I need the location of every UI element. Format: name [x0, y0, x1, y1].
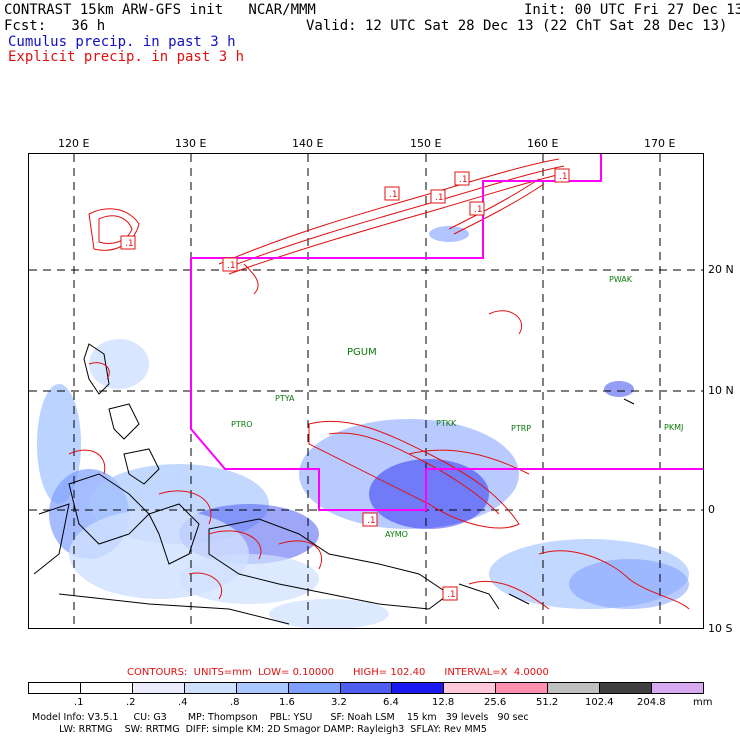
- model-info-line2: LW: RRTMG SW: RRTMG DIFF: simple KM: 2D …: [32, 724, 487, 735]
- colorbar-swatch: [184, 683, 237, 693]
- station-label: PTYA: [275, 394, 295, 403]
- station-label: PTRO: [231, 420, 253, 429]
- lon-label: 170 E: [644, 137, 676, 150]
- contours-info: CONTOURS: UNITS=mm LOW= 0.10000 HIGH= 10…: [127, 667, 549, 678]
- init-time: Init: 00 UTC Fri 27 Dec 13: [524, 2, 740, 18]
- contour-marker: .1: [435, 193, 444, 203]
- colorbar-swatch: [236, 683, 289, 693]
- cumulus-precip-shading: [37, 226, 689, 628]
- colorbar: [28, 682, 704, 694]
- contour-markers: .1 .1 .1 .1 .1 .1 .1 .1 .1: [120, 168, 570, 601]
- contour-marker: .1: [125, 239, 134, 249]
- contour-marker: .1: [559, 172, 568, 182]
- explicit-legend: Explicit precip. in past 3 h: [8, 49, 245, 65]
- cumulus-legend: Cumulus precip. in past 3 h: [8, 34, 236, 50]
- coastlines: [33, 343, 635, 625]
- station-label: PTKK: [436, 419, 457, 428]
- colorbar-swatch: [29, 683, 81, 693]
- station-labels: PWAK PGUM PTYA PTRO PTKK PTRP PKMJ AYMO: [231, 275, 683, 539]
- colorbar-swatch: [600, 683, 653, 693]
- colorbar-label: .8: [230, 697, 240, 708]
- precip-map: .1 .1 .1 .1 .1 .1 .1 .1 .1 PWAK PGUM PTY…: [28, 153, 704, 629]
- colorbar-swatch: [496, 683, 549, 693]
- colorbar-label: 1.6: [279, 697, 295, 708]
- colorbar-label: .4: [178, 697, 188, 708]
- map-canvas: .1 .1 .1 .1 .1 .1 .1 .1 .1 PWAK PGUM PTY…: [29, 154, 703, 628]
- contour-marker: .1: [459, 175, 468, 185]
- colorbar-swatch: [340, 683, 393, 693]
- explicit-precip-contours: [68, 158, 690, 610]
- colorbar-label: 204.8: [637, 697, 666, 708]
- colorbar-label: .2: [126, 697, 136, 708]
- contour-marker: .1: [474, 205, 483, 215]
- lon-label: 160 E: [527, 137, 559, 150]
- colorbar-label: 25.6: [484, 697, 507, 708]
- colorbar-swatch: [548, 683, 601, 693]
- colorbar-swatch: [444, 683, 497, 693]
- lon-label: 130 E: [175, 137, 207, 150]
- colorbar-swatch: [132, 683, 185, 693]
- lat-label: 10 S: [708, 622, 733, 635]
- station-label: PKMJ: [664, 423, 683, 432]
- contour-marker: .1: [367, 516, 376, 526]
- contour-marker: .1: [447, 590, 456, 600]
- title-line: CONTRAST 15km ARW-GFS init NCAR/MMM: [4, 2, 316, 18]
- colorbar-label: 6.4: [383, 697, 399, 708]
- lon-label: 150 E: [410, 137, 442, 150]
- station-label: PGUM: [347, 347, 377, 358]
- colorbar-label: 102.4: [585, 697, 614, 708]
- colorbar-swatch: [652, 683, 703, 693]
- colorbar-swatch: [80, 683, 133, 693]
- contour-marker: .1: [389, 190, 398, 200]
- lat-label: 0: [708, 503, 715, 516]
- colorbar-label: 3.2: [331, 697, 347, 708]
- valid-time: Valid: 12 UTC Sat 28 Dec 13 (22 ChT Sat …: [306, 18, 728, 34]
- colorbar-unit: mm: [693, 697, 713, 708]
- colorbar-label: .1: [74, 697, 84, 708]
- colorbar-label: 51.2: [536, 697, 559, 708]
- colorbar-swatch: [392, 683, 445, 693]
- contour-marker: .1: [227, 261, 236, 271]
- model-info-line1: Model Info: V3.5.1 CU: G3 MP: Thompson P…: [32, 712, 529, 723]
- lon-label: 120 E: [58, 137, 90, 150]
- colorbar-label: 12.8: [432, 697, 455, 708]
- lon-label: 140 E: [292, 137, 324, 150]
- colorbar-swatch: [288, 683, 341, 693]
- station-label: PWAK: [609, 275, 633, 284]
- lat-label: 20 N: [708, 263, 734, 276]
- nested-domain-boundary: [191, 154, 602, 259]
- forecast-hour: Fcst: 36 h: [4, 18, 106, 34]
- station-label: PTRP: [511, 424, 531, 433]
- nested-domain-boundary-lower: [190, 258, 703, 511]
- lat-label: 10 N: [708, 384, 734, 397]
- station-label: AYMO: [385, 530, 408, 539]
